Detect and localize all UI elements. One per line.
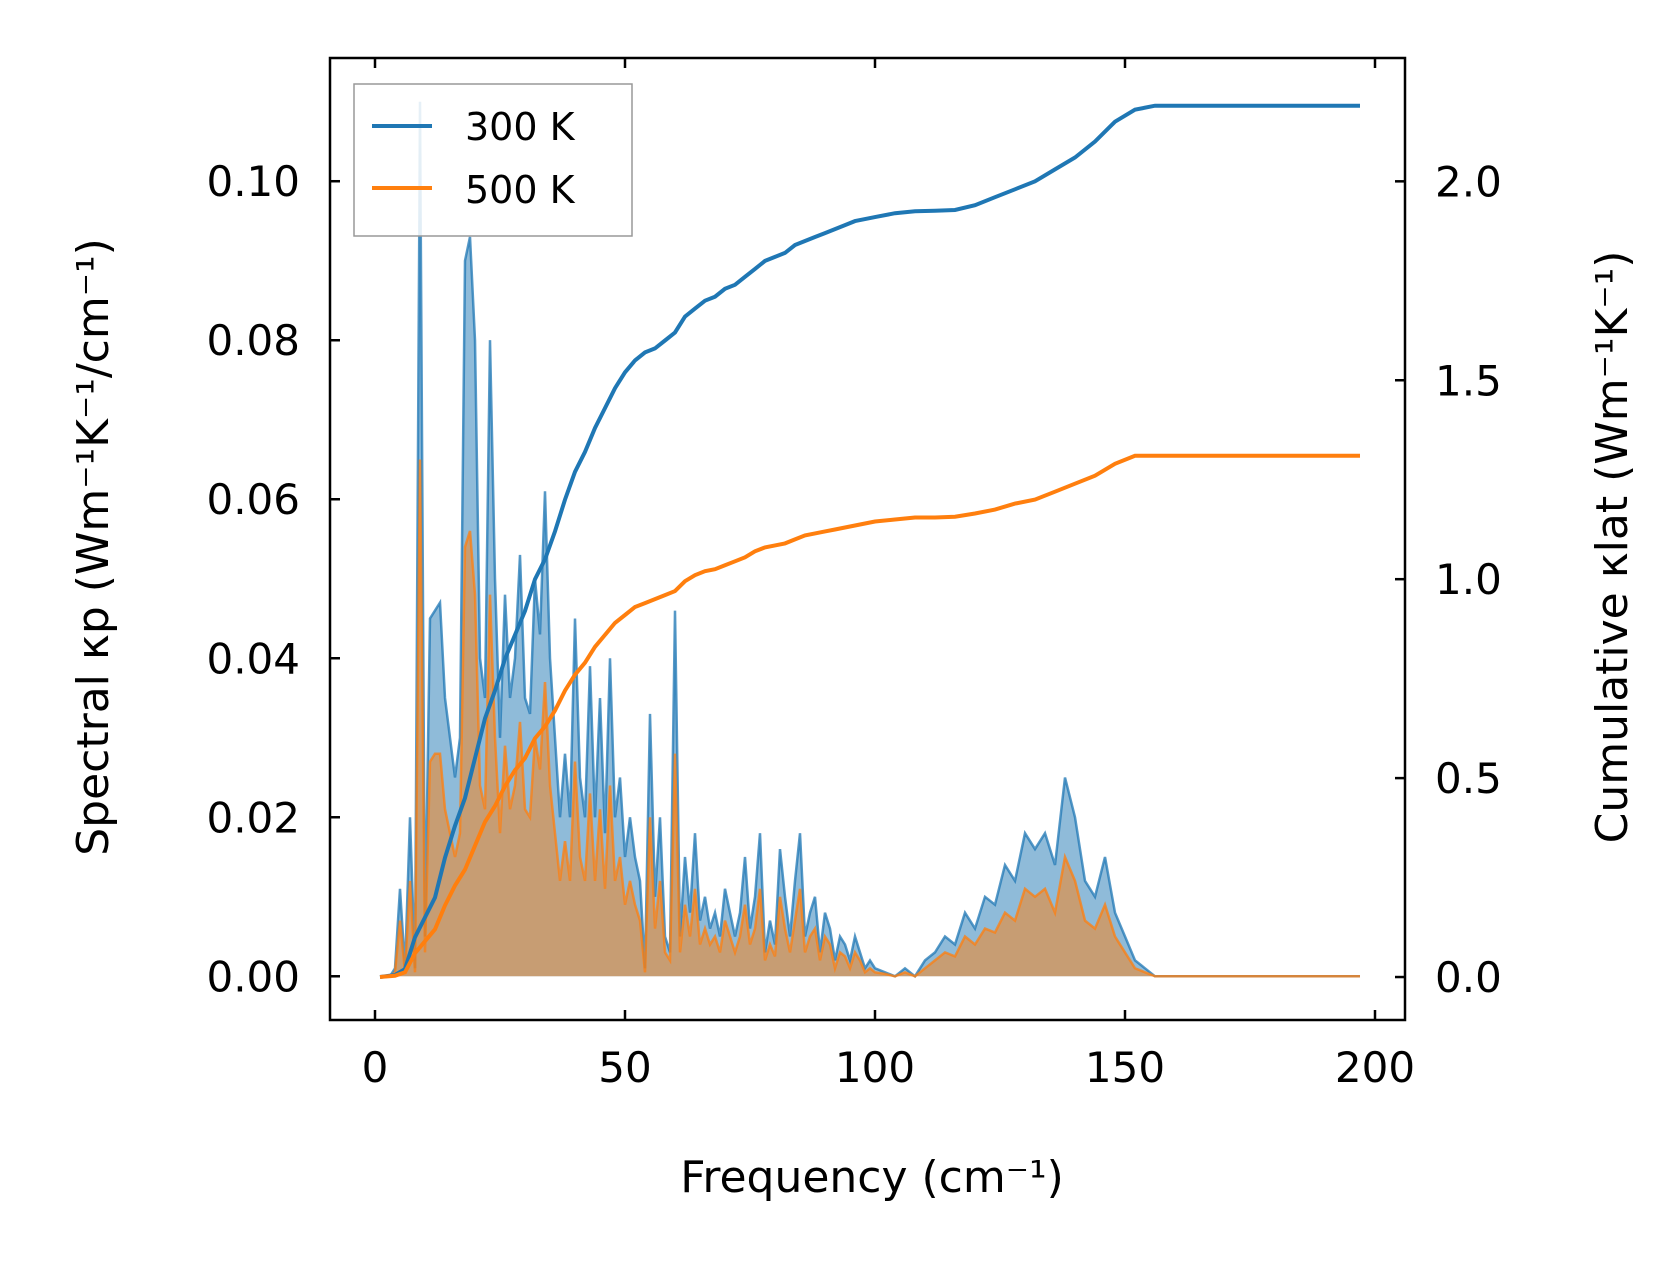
y-right-tick-label: 0.5 (1435, 754, 1502, 803)
plot-frame (328, 56, 1407, 1022)
legend-label-300k: 300 K (465, 105, 576, 149)
y-left-tick-label: 0.04 (206, 634, 300, 683)
x-tick-label: 200 (1335, 1043, 1415, 1092)
x-tick-label: 100 (835, 1043, 915, 1092)
spectral-line-500k (380, 459, 1360, 978)
cumulative-line-500k (379, 453, 1360, 979)
y-left-tick-label: 0.06 (206, 475, 300, 524)
legend-label-500k: 500 K (465, 168, 576, 212)
y-right-tick-label: 2.0 (1435, 157, 1502, 206)
y-axis-right-label: Cumulative κlat (Wm⁻¹K⁻¹) (1587, 251, 1638, 844)
x-axis-label: Frequency (cm⁻¹) (680, 1152, 1064, 1203)
spectral-line-300k (380, 101, 1360, 979)
legend-box (353, 83, 633, 237)
axis-ticks: 0 50 100 150 200 0.00 0.02 0.04 0.06 0.08 0.10 0.0 0… (206, 58, 1502, 1092)
y-left-tick-label: 0.00 (206, 952, 300, 1001)
y-axis-left-label: Spectral κp (Wm⁻¹K⁻¹/cm⁻¹) (68, 238, 119, 856)
x-tick-label: 50 (598, 1043, 651, 1092)
spectral-area-500k (380, 459, 1360, 977)
legend: 300 K 500 K (353, 83, 633, 237)
spectral-fills (380, 101, 1360, 979)
y-left-tick-label: 0.02 (206, 793, 300, 842)
x-tick-label: 0 (362, 1043, 389, 1092)
y-left-tick-label: 0.10 (206, 157, 300, 206)
y-left-tick-label: 0.08 (206, 316, 300, 365)
data-lines (379, 103, 1360, 979)
y-right-tick-label: 1.0 (1435, 555, 1502, 604)
x-tick-label: 150 (1085, 1043, 1165, 1092)
cumulative-line-300k (379, 103, 1360, 979)
y-right-tick-label: 1.5 (1435, 356, 1502, 405)
y-right-tick-label: 0.0 (1435, 953, 1502, 1002)
